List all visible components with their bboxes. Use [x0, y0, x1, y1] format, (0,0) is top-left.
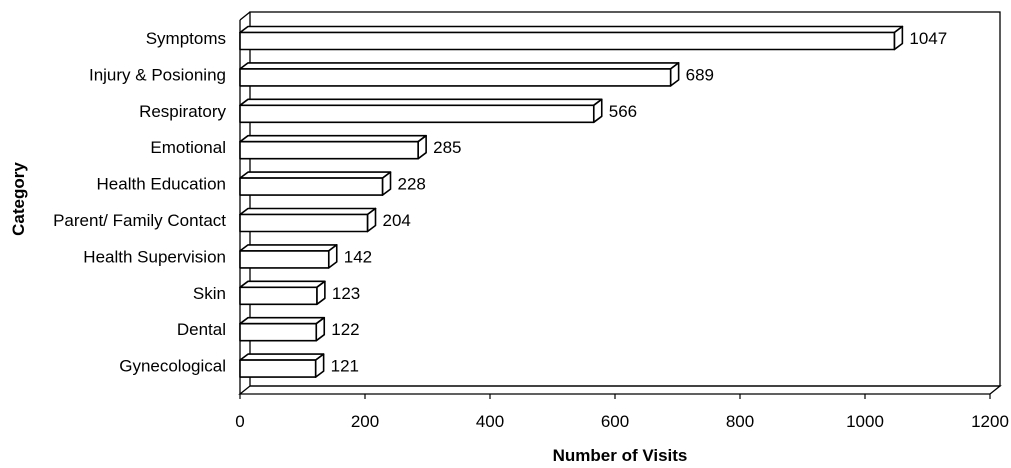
category-labels: Symptoms Injury & Posioning Respiratory Emo… [53, 29, 226, 376]
value-label: 228 [398, 175, 426, 194]
category-label: Injury & Posioning [89, 65, 226, 84]
x-tick-label: 600 [601, 412, 629, 431]
bar-top-face [239, 98, 603, 107]
value-label: 121 [331, 357, 359, 376]
category-label: Gynecological [119, 357, 226, 376]
bar-front-face [239, 213, 369, 233]
bar-front-face [239, 286, 318, 306]
category-label: Health Education [97, 175, 226, 194]
category-label: Parent/ Family Contact [53, 211, 226, 230]
bars-group [239, 25, 904, 378]
bar-top-face [239, 280, 326, 289]
value-label: 142 [344, 247, 372, 266]
bar-front-face [239, 31, 896, 51]
value-label: 285 [433, 138, 461, 157]
value-label: 566 [609, 102, 637, 121]
bar [239, 316, 326, 342]
bar [239, 353, 325, 378]
y-axis-title: Category [9, 162, 28, 236]
category-label: Symptoms [146, 29, 226, 48]
bar-front-face [239, 359, 317, 378]
bar [239, 25, 904, 51]
category-label: Respiratory [139, 102, 226, 121]
bar-front-face [239, 68, 672, 87]
bar [239, 134, 427, 160]
category-label: Health Supervision [83, 247, 226, 266]
category-label: Dental [177, 320, 226, 339]
x-axis-title: Number of Visits [553, 446, 688, 465]
x-tick-label: 1200 [971, 412, 1009, 431]
bar [239, 280, 326, 306]
bar [239, 244, 338, 269]
floor-plane [238, 385, 1002, 395]
value-label: 204 [383, 211, 411, 230]
bar-front-face [239, 250, 330, 269]
bar-top-face [239, 316, 326, 325]
x-tick-label: 200 [351, 412, 379, 431]
bar [239, 171, 392, 196]
value-labels: 1047 689 566 285 228 204 142 123 122 121 [331, 29, 948, 376]
x-tick-label: 1000 [846, 412, 884, 431]
bar-top-face [239, 134, 427, 143]
x-tick-label: 800 [726, 412, 754, 431]
bar-top-face [239, 171, 392, 179]
value-label: 1047 [909, 29, 947, 48]
category-label: Skin [193, 284, 226, 303]
value-label: 122 [331, 320, 359, 339]
x-tick-label: 400 [476, 412, 504, 431]
x-axis-ticks: 0 200 400 600 800 1000 1200 [235, 394, 1009, 431]
bar [239, 98, 603, 124]
value-label: 689 [686, 65, 714, 84]
category-label: Emotional [150, 138, 226, 157]
bar-top-face [239, 62, 680, 70]
left-wall-top-edge [239, 11, 251, 21]
bar-top-face [239, 207, 377, 216]
bar-top-face [239, 244, 338, 252]
bar-front-face [239, 177, 384, 196]
bar-top-face [239, 353, 325, 361]
bar-front-face [239, 322, 318, 342]
x-tick-label: 0 [235, 412, 244, 431]
value-label: 123 [332, 284, 360, 303]
bar-top-face [239, 25, 904, 34]
bar-front-face [239, 140, 419, 160]
bar [239, 207, 377, 233]
bar [239, 62, 680, 87]
bar-front-face [239, 104, 595, 124]
